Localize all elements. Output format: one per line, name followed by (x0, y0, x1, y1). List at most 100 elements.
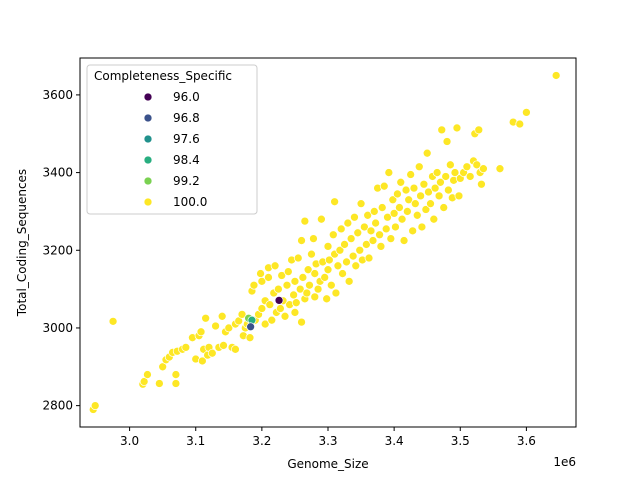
data-point (265, 300, 275, 309)
x-tick-label: 3.0 (120, 434, 139, 448)
data-point (360, 222, 369, 232)
legend-marker (143, 134, 153, 144)
data-point (439, 203, 449, 212)
legend-box (86, 64, 258, 215)
data-point (322, 294, 332, 304)
data-point (181, 343, 191, 352)
data-point (201, 313, 211, 323)
data-point (313, 284, 323, 294)
data-point (90, 401, 100, 410)
data-point (551, 71, 561, 80)
data-point (351, 261, 361, 271)
data-point (399, 236, 409, 245)
data-point (231, 344, 240, 354)
data-point (419, 179, 429, 189)
data-point (421, 205, 431, 214)
data-point (282, 280, 292, 290)
data-point (300, 216, 310, 226)
data-point (333, 261, 343, 271)
data-point (307, 249, 316, 259)
data-point (515, 119, 525, 129)
data-point (350, 212, 359, 222)
data-point (196, 327, 206, 337)
data-point (257, 276, 267, 286)
data-point (454, 191, 464, 201)
data-point (260, 319, 270, 329)
data-point (412, 210, 422, 220)
data-point (289, 290, 298, 300)
data-point (270, 261, 280, 271)
data-point (171, 370, 181, 379)
data-point (297, 236, 306, 245)
y-tick-label: 3000 (42, 321, 73, 335)
data-point (474, 125, 484, 135)
data-point (444, 185, 453, 195)
data-point (171, 379, 181, 388)
data-point (416, 191, 425, 201)
data-point (395, 203, 404, 212)
data-point (430, 183, 440, 193)
data-point (450, 168, 460, 177)
data-point (295, 284, 305, 294)
data-point (211, 321, 220, 331)
data-point (371, 218, 380, 228)
data-point (303, 265, 313, 275)
data-point (434, 191, 444, 201)
data-point (348, 251, 358, 261)
y-axis-ticks: 2800 3000 3200 3400 3600 (42, 88, 80, 413)
data-point (249, 280, 259, 290)
data-point (408, 226, 418, 236)
data-point (375, 230, 384, 240)
data-point (217, 311, 227, 321)
legend-entry-label: 100.0 (173, 195, 207, 209)
data-point (280, 311, 290, 321)
y-tick-label: 3600 (42, 88, 73, 102)
data-point (406, 170, 416, 179)
x-axis-ticks: 3.0 3.1 3.2 3.3 3.4 3.5 3.6 (120, 427, 536, 448)
data-point (376, 242, 386, 251)
legend-entry-label: 97.6 (173, 132, 200, 146)
x-tick-label: 3.2 (252, 434, 271, 448)
legend-title: Completeness_Specific (94, 69, 232, 83)
points-layer (88, 71, 561, 414)
data-point (353, 228, 363, 238)
data-point (363, 210, 373, 220)
data-point (290, 276, 300, 286)
data-point (437, 125, 447, 135)
data-point (522, 108, 531, 117)
data-point (397, 214, 407, 224)
data-point (338, 269, 347, 278)
data-point (274, 284, 283, 294)
data-point (336, 224, 346, 234)
data-point (368, 236, 378, 245)
data-point (479, 164, 488, 174)
x-tick-label: 3.4 (385, 434, 404, 448)
data-point (323, 265, 333, 275)
data-point (310, 269, 320, 278)
data-point (429, 214, 439, 224)
data-point (391, 222, 400, 232)
data-point (317, 214, 326, 224)
data-point (207, 348, 217, 358)
x-tick-label: 3.3 (318, 434, 337, 448)
data-point (264, 273, 273, 282)
data-point (465, 172, 475, 181)
legend-marker (143, 113, 153, 123)
x-axis-offset-label: 1e6 (553, 455, 576, 469)
data-point (331, 288, 341, 298)
data-point (472, 160, 482, 170)
data-point (143, 370, 152, 379)
data-point (155, 379, 164, 388)
data-point (383, 212, 392, 222)
data-point (445, 160, 455, 170)
legend-marker (143, 92, 153, 102)
legend-entry-label: 98.4 (173, 153, 200, 167)
data-point (224, 323, 234, 333)
data-point (276, 304, 285, 313)
data-point (309, 234, 318, 243)
data-point (326, 280, 336, 290)
data-point (267, 315, 277, 325)
data-point (291, 298, 301, 308)
data-point (310, 292, 320, 302)
